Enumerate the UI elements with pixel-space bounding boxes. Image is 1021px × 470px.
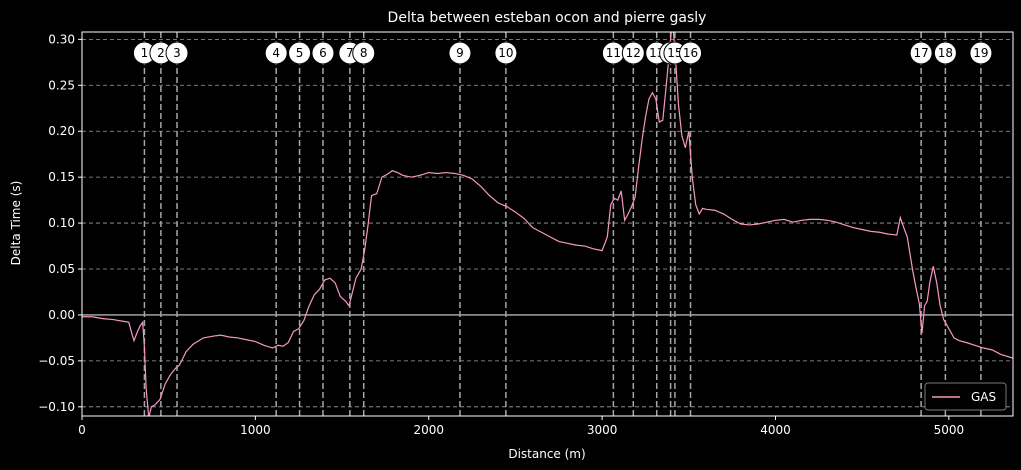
corner-marker: [264, 41, 288, 65]
corner-label: 4: [272, 46, 280, 60]
y-tick-label: −0.05: [38, 354, 75, 368]
corner-label: 1: [141, 46, 149, 60]
x-tick-label: 0: [78, 423, 86, 437]
corner-label: 2: [157, 46, 165, 60]
corner-label: 8: [360, 46, 368, 60]
x-tick-label: 1000: [240, 423, 271, 437]
x-axis-label: Distance (m): [508, 447, 585, 461]
x-tick-label: 3000: [587, 423, 618, 437]
corner-label: 15: [667, 46, 682, 60]
corner-label: 11: [606, 46, 621, 60]
x-tick-label: 5000: [934, 423, 965, 437]
y-tick-label: 0.05: [48, 262, 75, 276]
y-tick-label: 0.25: [48, 78, 75, 92]
y-tick-label: 0.10: [48, 216, 75, 230]
series-line-gas: [82, 32, 1013, 416]
corner-label: 16: [683, 46, 698, 60]
corner-label: 7: [346, 46, 354, 60]
corner-marker: [288, 41, 312, 65]
y-tick-label: 0.30: [48, 32, 75, 46]
y-tick-label: −0.10: [38, 400, 75, 414]
y-tick-label: 0.00: [48, 308, 75, 322]
corner-marker: [494, 41, 518, 65]
corner-marker: [352, 41, 376, 65]
corner-marker: [909, 41, 933, 65]
corner-label: 18: [938, 46, 953, 60]
corner-marker: [311, 41, 335, 65]
y-tick-label: 0.15: [48, 170, 75, 184]
legend-box: [924, 382, 1007, 411]
legend: GAS: [924, 382, 1007, 411]
legend-label-gas: GAS: [971, 390, 996, 404]
axes-frame: [81, 31, 1014, 417]
corner-label: 6: [319, 46, 327, 60]
corner-label: 17: [913, 46, 928, 60]
corner-marker: [969, 41, 993, 65]
corner-label: 12: [626, 46, 641, 60]
y-axis-label: Delta Time (s): [9, 181, 23, 266]
y-tick-label: 0.20: [48, 124, 75, 138]
corner-marker: [933, 41, 957, 65]
corner-label: 3: [173, 46, 181, 60]
chart-title: Delta between esteban ocon and pierre ga…: [388, 10, 707, 26]
x-tick-label: 4000: [760, 423, 791, 437]
corner-marker: [165, 41, 189, 65]
corner-marker: [448, 41, 472, 65]
corner-label: 19: [973, 46, 988, 60]
x-tick-label: 2000: [413, 423, 444, 437]
corner-label: 10: [498, 46, 513, 60]
corner-label: 9: [456, 46, 464, 60]
corner-marker: [621, 41, 645, 65]
corner-marker: [679, 41, 703, 65]
corner-label: 5: [296, 46, 304, 60]
plot-area: 12345678910111213141516171819: [81, 31, 1014, 417]
